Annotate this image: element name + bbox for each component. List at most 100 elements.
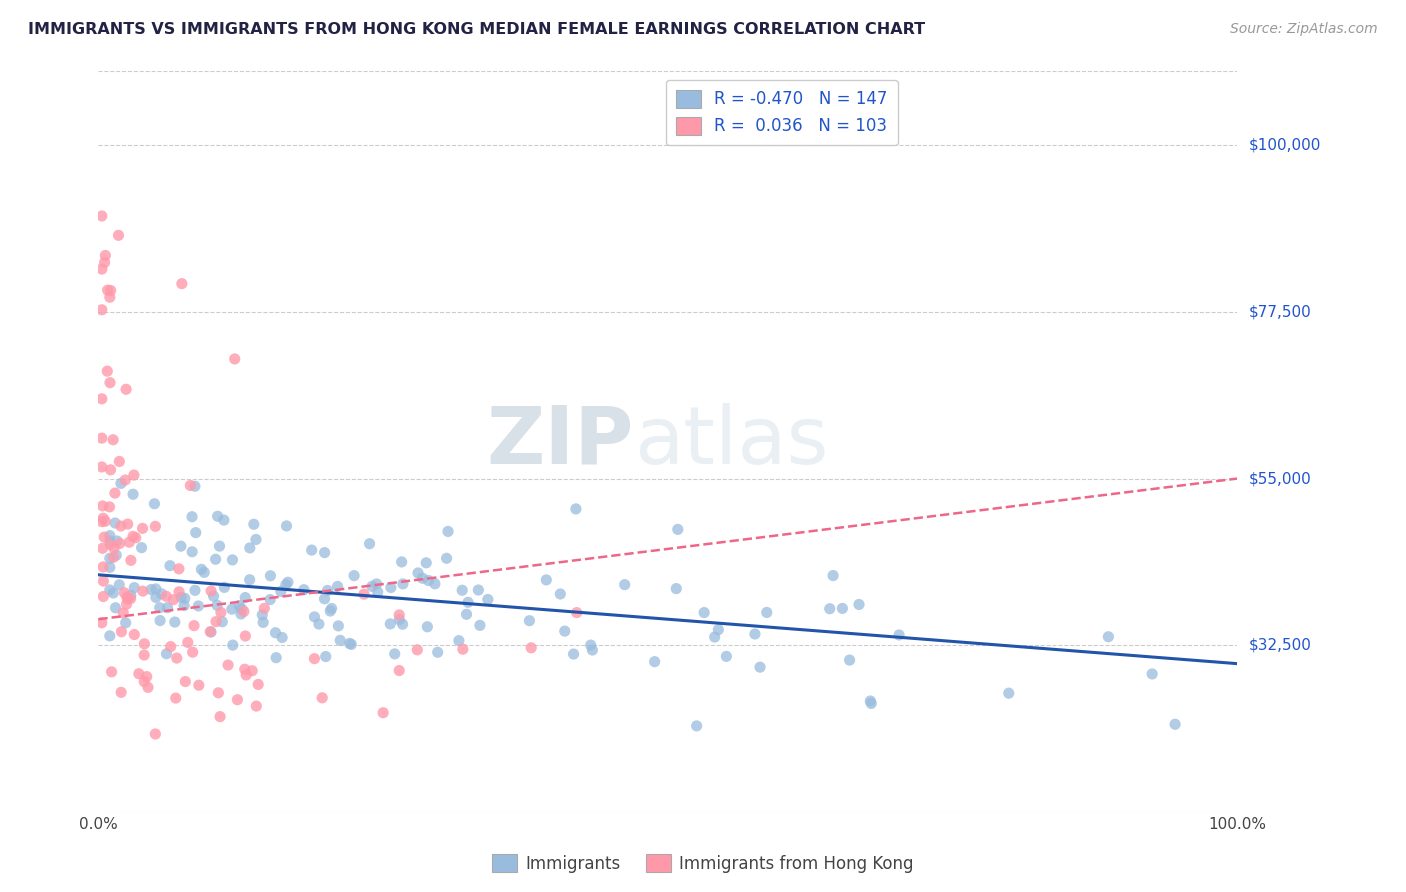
Point — [562, 647, 585, 661]
Point — [353, 587, 375, 601]
Point — [264, 650, 287, 665]
Point — [253, 601, 276, 615]
Point — [838, 653, 860, 667]
Point — [120, 591, 142, 606]
Point — [304, 651, 326, 665]
Point — [823, 568, 845, 582]
Point — [98, 629, 121, 643]
Point — [239, 541, 262, 555]
Point — [361, 579, 384, 593]
Point — [221, 602, 243, 616]
Point — [217, 658, 239, 673]
Point — [128, 666, 150, 681]
Point — [451, 642, 474, 657]
Point — [90, 515, 112, 529]
Point — [235, 668, 257, 682]
Point — [304, 610, 326, 624]
Point — [232, 604, 254, 618]
Point — [380, 581, 402, 595]
Point — [437, 524, 460, 539]
Point — [229, 607, 252, 621]
Point — [122, 529, 145, 543]
Point — [173, 591, 195, 606]
Point — [104, 600, 127, 615]
Point — [392, 577, 415, 591]
Point — [436, 551, 458, 566]
Point — [131, 521, 153, 535]
Point — [166, 651, 188, 665]
Point — [91, 560, 114, 574]
Point — [98, 290, 121, 304]
Point — [314, 546, 336, 560]
Point — [181, 645, 204, 659]
Point — [339, 636, 361, 650]
Point — [170, 539, 193, 553]
Point — [135, 670, 157, 684]
Point — [707, 623, 730, 637]
Point — [100, 665, 122, 679]
Point — [200, 624, 222, 639]
Point — [159, 640, 181, 654]
Point — [103, 541, 125, 555]
Point — [1097, 630, 1119, 644]
Point — [141, 582, 163, 597]
Point — [212, 513, 235, 527]
Point — [221, 553, 243, 567]
Point — [98, 529, 121, 543]
Point — [665, 582, 688, 596]
Point — [167, 562, 190, 576]
Point — [104, 486, 127, 500]
Point — [156, 600, 179, 615]
Point — [120, 553, 142, 567]
Point — [200, 583, 222, 598]
Point — [371, 706, 394, 720]
Point — [259, 568, 281, 582]
Point — [114, 473, 136, 487]
Point — [214, 581, 236, 595]
Point — [193, 566, 215, 580]
Text: Source: ZipAtlas.com: Source: ZipAtlas.com — [1230, 22, 1378, 37]
Point — [93, 574, 115, 588]
Point — [308, 617, 330, 632]
Point — [388, 664, 411, 678]
Point — [240, 664, 263, 678]
Point — [343, 568, 366, 582]
Point — [416, 620, 439, 634]
Point — [831, 601, 853, 615]
Point — [91, 499, 114, 513]
Point — [184, 525, 207, 540]
Point — [233, 662, 256, 676]
Point — [90, 262, 112, 277]
Point — [108, 536, 131, 550]
Point — [207, 686, 229, 700]
Point — [222, 638, 245, 652]
Point — [174, 674, 197, 689]
Legend: R = -0.470   N = 147, R =  0.036   N = 103: R = -0.470 N = 147, R = 0.036 N = 103 — [666, 79, 897, 145]
Point — [415, 556, 437, 570]
Point — [96, 364, 118, 378]
Point — [122, 487, 145, 501]
Point — [426, 645, 449, 659]
Point — [233, 591, 256, 605]
Point — [859, 694, 882, 708]
Point — [205, 615, 228, 629]
Point — [231, 602, 253, 616]
Point — [107, 228, 129, 243]
Text: $55,000: $55,000 — [1249, 471, 1312, 486]
Point — [90, 460, 112, 475]
Point — [90, 392, 112, 406]
Point — [124, 581, 146, 595]
Point — [366, 577, 388, 591]
Point — [124, 627, 146, 641]
Point — [239, 573, 262, 587]
Point — [143, 519, 166, 533]
Point — [190, 562, 212, 576]
Point — [703, 630, 725, 644]
Point — [101, 433, 124, 447]
Point — [274, 578, 297, 592]
Point — [749, 660, 772, 674]
Point — [120, 589, 142, 603]
Point — [321, 601, 343, 615]
Point — [150, 587, 173, 601]
Point — [91, 590, 114, 604]
